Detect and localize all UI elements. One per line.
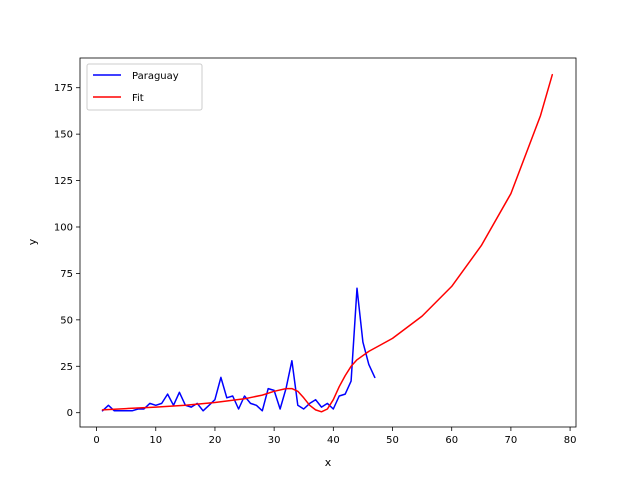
- legend-label-fit: Fit: [132, 93, 144, 104]
- legend-label-paraguay: Paraguay: [132, 71, 179, 82]
- y-tick-label: 150: [54, 130, 73, 141]
- x-tick-label: 80: [564, 435, 577, 446]
- x-axis: 0 10 20 30 40 50 60 70 80: [93, 427, 576, 446]
- x-tick-label: 40: [327, 435, 340, 446]
- series-line-fit: [101, 73, 554, 413]
- x-tick-label: 10: [149, 435, 162, 446]
- x-tick-label: 30: [268, 435, 281, 446]
- x-tick-label: 0: [93, 435, 99, 446]
- legend: Paraguay Fit: [86, 63, 203, 111]
- y-tick-label: 25: [60, 362, 73, 373]
- y-tick-label: 125: [54, 176, 73, 187]
- y-tick-label: 175: [54, 83, 73, 94]
- y-axis-label: y: [26, 238, 39, 245]
- plot-lines: [101, 73, 554, 413]
- x-tick-label: 20: [209, 435, 222, 446]
- y-axis: 0 25 50 75 100 125 150 175: [54, 83, 80, 419]
- x-tick-label: 50: [386, 435, 399, 446]
- x-axis-label: x: [325, 456, 332, 469]
- y-tick-label: 75: [60, 269, 73, 280]
- y-tick-label: 100: [54, 222, 73, 233]
- y-tick-label: 0: [67, 408, 73, 419]
- plot-frame: [79, 57, 577, 428]
- y-tick-label: 50: [60, 315, 73, 326]
- x-tick-label: 60: [445, 435, 458, 446]
- x-tick-label: 70: [505, 435, 518, 446]
